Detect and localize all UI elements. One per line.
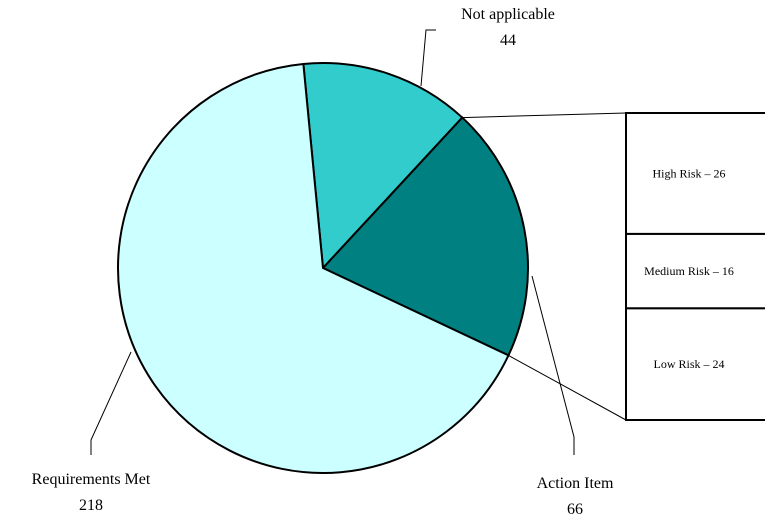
slice-value: 44: [500, 32, 516, 49]
pie-slices: [117, 62, 529, 474]
leader-lines: [90, 29, 575, 455]
breakdown-label: High Risk – 26: [652, 166, 725, 180]
slice-value: 218: [79, 497, 103, 514]
connector-bottom: [508, 354, 627, 421]
slice-label: Requirements Met: [32, 471, 151, 488]
leader-action-item: [531, 275, 575, 455]
slice-action-item: [321, 116, 529, 357]
breakdown-label: Low Risk – 24: [653, 357, 724, 371]
slice-requirements-met: [117, 62, 510, 474]
connector-top: [462, 112, 627, 119]
breakdown-label: Medium Risk – 16: [644, 264, 734, 278]
slice-labels: Requirements Met 218 Not applicable 44 Actio…: [32, 6, 614, 518]
breakdown-segment: [625, 232, 765, 310]
breakdown-segment: [625, 112, 765, 235]
slice-value: 66: [567, 501, 583, 518]
leader-not-applicable: [420, 29, 436, 87]
action-item-breakdown: High Risk – 26 Medium Risk – 16 Low Risk –…: [462, 112, 765, 422]
breakdown-segment: [625, 307, 765, 422]
slice-label: Not applicable: [461, 6, 555, 23]
slice-not-applicable: [302, 62, 464, 271]
leader-requirements-met: [90, 351, 132, 455]
slice-label: Action Item: [537, 475, 614, 492]
